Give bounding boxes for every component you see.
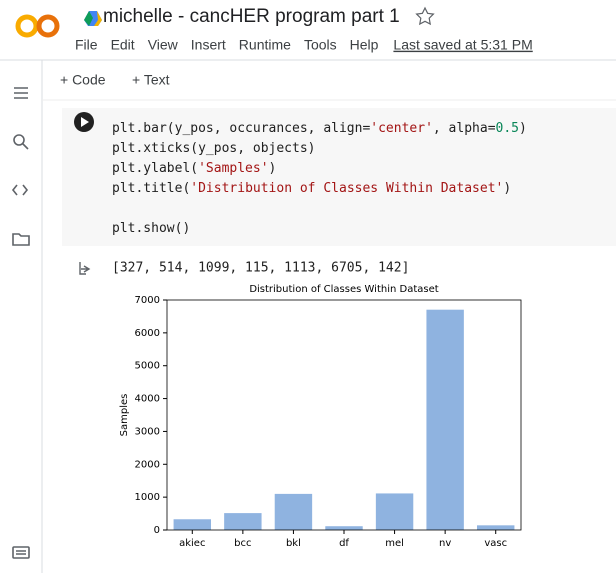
- drive-icon-part: [94, 11, 102, 26]
- x-tick-label: nv: [439, 538, 451, 549]
- x-tick-label: vasc: [484, 538, 507, 549]
- code-line: plt.bar(y_pos, occurances, align='center…: [112, 121, 527, 136]
- code-token: plt.bar(y_pos, occurances, align=: [112, 121, 370, 136]
- terminal-icon[interactable]: [12, 546, 30, 559]
- menu-item[interactable]: Edit: [111, 37, 135, 53]
- output-text: [327, 514, 1099, 115, 1113, 6705, 142]: [112, 261, 409, 276]
- menu-item[interactable]: Runtime: [239, 37, 291, 53]
- output-icon[interactable]: [79, 262, 91, 275]
- menu-bar: File Edit View Insert Runtime Tools Help Last s…: [75, 37, 533, 53]
- run-button[interactable]: [74, 112, 94, 132]
- menu-item[interactable]: Insert: [191, 37, 226, 53]
- bar: [224, 513, 262, 530]
- y-tick-label: 2000: [135, 459, 160, 470]
- notebook-title[interactable]: michelle - cancHER program part 1: [103, 6, 400, 27]
- code-line: plt.show(): [112, 221, 190, 236]
- files-icon[interactable]: [12, 233, 30, 246]
- code-cell[interactable]: [62, 108, 616, 246]
- y-tick-label: 5000: [135, 361, 160, 372]
- code-token: , alpha=: [433, 121, 496, 136]
- menu-item[interactable]: File: [75, 37, 98, 53]
- code-token: ): [519, 121, 527, 136]
- bar: [426, 309, 464, 530]
- code-editor: plt.bar(y_pos, occurances, align='center…: [112, 121, 527, 236]
- toc-icon[interactable]: [14, 87, 28, 99]
- y-tick-label: 0: [154, 525, 160, 536]
- drive-icon-part: [84, 11, 93, 26]
- code-line: plt.title('Distribution of Classes Withi…: [112, 181, 511, 196]
- code-token: plt.xticks(y_pos, objects): [112, 141, 316, 156]
- toolbar-button[interactable]: + Code: [60, 72, 106, 88]
- code-token: plt.show(): [112, 221, 190, 236]
- bar: [375, 493, 414, 530]
- bar: [274, 493, 313, 530]
- search-icon[interactable]: [13, 134, 29, 150]
- code-line: plt.ylabel('Samples'): [112, 161, 276, 176]
- code-token: ): [503, 181, 511, 196]
- plot-frame: [166, 299, 522, 531]
- x-tick-label: df: [339, 538, 349, 549]
- code-token: plt.title(: [112, 181, 190, 196]
- code-token: 0.5: [496, 121, 519, 136]
- y-tick-label: 4000: [135, 394, 160, 405]
- chart-title: Distribution of Classes Within Dataset: [249, 284, 438, 295]
- toolbar: + Code + Text: [60, 72, 170, 88]
- code-snippets-icon[interactable]: [11, 184, 29, 196]
- code-token: 'center': [370, 121, 433, 136]
- star-button[interactable]: [415, 6, 435, 26]
- bar: [477, 525, 515, 530]
- chart: Distribution of Classes Within Dataset Sa…: [119, 284, 522, 549]
- y-tick-label: 3000: [135, 426, 160, 437]
- last-saved[interactable]: Last saved at 5:31 PM: [393, 37, 532, 53]
- code-token: ): [269, 161, 277, 176]
- x-tick-label: akiec: [179, 538, 205, 549]
- toolbar-button[interactable]: + Text: [132, 72, 170, 88]
- x-tick-label: mel: [385, 538, 404, 549]
- x-tick-label: bkl: [286, 538, 301, 549]
- code-token: plt.ylabel(: [112, 161, 198, 176]
- colab-logo[interactable]: [15, 14, 60, 38]
- code-line: plt.xticks(y_pos, objects): [112, 141, 316, 156]
- bar: [325, 526, 363, 530]
- y-axis-label: Samples: [119, 394, 130, 437]
- y-tick-label: 7000: [135, 295, 160, 306]
- code-token: 'Samples': [198, 161, 268, 176]
- menu-item[interactable]: Help: [350, 37, 379, 53]
- x-tick-label: bcc: [234, 538, 251, 549]
- bar: [173, 519, 211, 530]
- code-token: 'Distribution of Classes Within Dataset': [190, 181, 503, 196]
- y-tick-label: 1000: [135, 492, 160, 503]
- y-tick-label: 6000: [135, 328, 160, 339]
- menu-item[interactable]: View: [148, 37, 179, 53]
- menu-item[interactable]: Tools: [304, 37, 337, 53]
